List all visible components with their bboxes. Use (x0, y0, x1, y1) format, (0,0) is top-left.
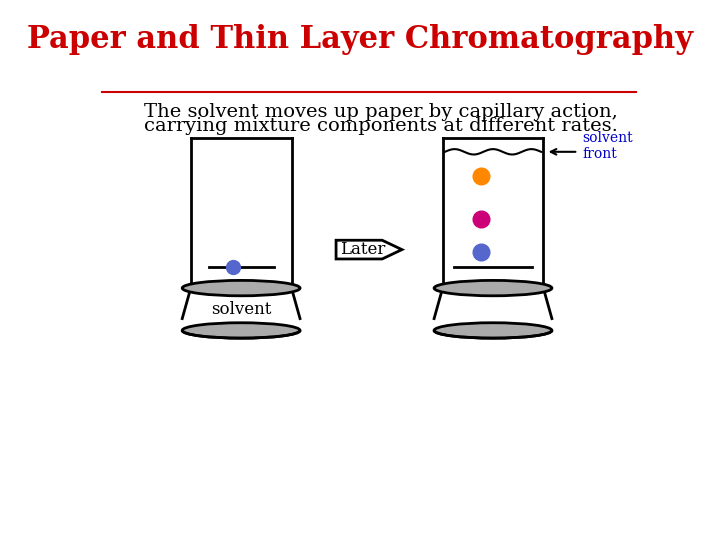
Text: solvent
front: solvent front (582, 131, 633, 161)
Ellipse shape (434, 323, 552, 338)
Ellipse shape (434, 280, 552, 296)
Text: carrying mixture components at different rates.: carrying mixture components at different… (144, 117, 618, 135)
Text: Later: Later (340, 241, 385, 258)
Polygon shape (336, 240, 402, 259)
Text: The solvent moves up paper by capillary action,: The solvent moves up paper by capillary … (144, 103, 618, 122)
Text: solvent: solvent (211, 301, 271, 318)
Ellipse shape (182, 280, 300, 296)
Ellipse shape (182, 323, 300, 338)
Text: Paper and Thin Layer Chromatography: Paper and Thin Layer Chromatography (27, 24, 693, 55)
